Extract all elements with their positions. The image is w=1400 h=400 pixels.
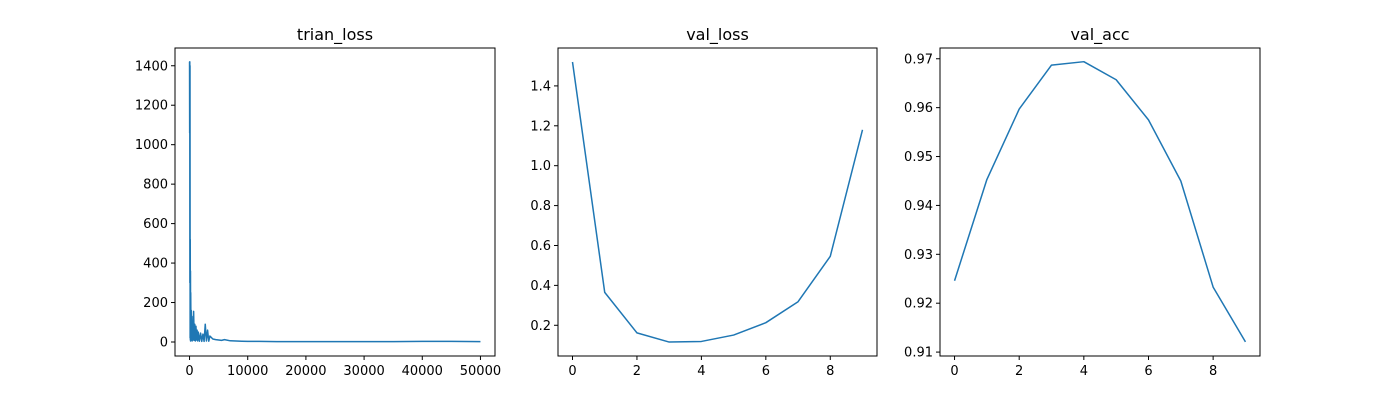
x-tick-label: 0: [950, 364, 958, 379]
y-tick-label: 0.94: [904, 199, 933, 214]
x-tick-label: 20000: [285, 364, 326, 379]
x-tick-label: 10000: [227, 364, 268, 379]
y-tick-label: 0.93: [904, 248, 933, 263]
x-tick-label: 50000: [460, 364, 501, 379]
y-tick-label: 1000: [135, 138, 168, 153]
x-tick-label: 8: [1209, 364, 1217, 379]
y-tick-label: 0.4: [530, 279, 551, 294]
series-line-1: [953, 60, 1247, 343]
series-line-1: [188, 61, 481, 343]
y-tick-label: 0: [160, 335, 168, 350]
y-tick-label: 0.96: [904, 101, 933, 116]
y-tick-label: 1.4: [530, 79, 551, 94]
y-tick-label: 0.95: [904, 150, 933, 165]
x-tick-label: 4: [1080, 364, 1088, 379]
chart-title: val_acc: [1070, 25, 1129, 45]
series-line-1: [571, 61, 864, 343]
x-tick-label: 2: [1015, 364, 1023, 379]
y-tick-label: 200: [143, 296, 168, 311]
axes-frame: [939, 47, 1261, 357]
y-tick-label: 800: [143, 178, 168, 193]
x-tick-label: 0: [185, 364, 193, 379]
axes-frame: [557, 47, 878, 357]
y-tick-label: 0.8: [530, 199, 551, 214]
y-tick-label: 1.0: [530, 159, 551, 174]
axes-frame: [174, 47, 496, 357]
x-tick-label: 8: [826, 364, 834, 379]
x-tick-label: 2: [633, 364, 641, 379]
x-tick-label: 0: [568, 364, 576, 379]
y-tick-label: 0.6: [530, 239, 551, 254]
x-tick-label: 40000: [402, 364, 443, 379]
chart-title: val_loss: [686, 25, 749, 45]
y-tick-label: 600: [143, 217, 168, 232]
y-tick-label: 400: [143, 257, 168, 272]
y-tick-label: 1400: [135, 59, 168, 74]
chart-panel-3: 0 2 4 6 8 0.91 0.92 0.93 0.94 0.95 0.96 0.97 val_acc: [904, 25, 1261, 379]
chart-panel-2: 0 2 4 6 8 0.2 0.4 0.6 0.8 1.0 1.2 1.4 val_loss: [530, 25, 878, 379]
y-tick-label: 0.91: [904, 346, 933, 361]
y-tick-label: 0.97: [904, 52, 933, 67]
y-tick-label: 0.92: [904, 297, 933, 312]
x-tick-label: 6: [762, 364, 770, 379]
x-tick-label: 30000: [343, 364, 384, 379]
chart-title: trian_loss: [297, 25, 373, 45]
y-tick-label: 1200: [135, 99, 168, 114]
chart-panel-1: 0 10000 20000 30000 40000 50000 0 200 400 600 800 1…: [135, 25, 501, 379]
x-tick-label: 6: [1144, 364, 1152, 379]
x-tick-label: 4: [697, 364, 705, 379]
y-tick-label: 0.2: [530, 319, 551, 334]
y-tick-label: 1.2: [530, 119, 551, 134]
